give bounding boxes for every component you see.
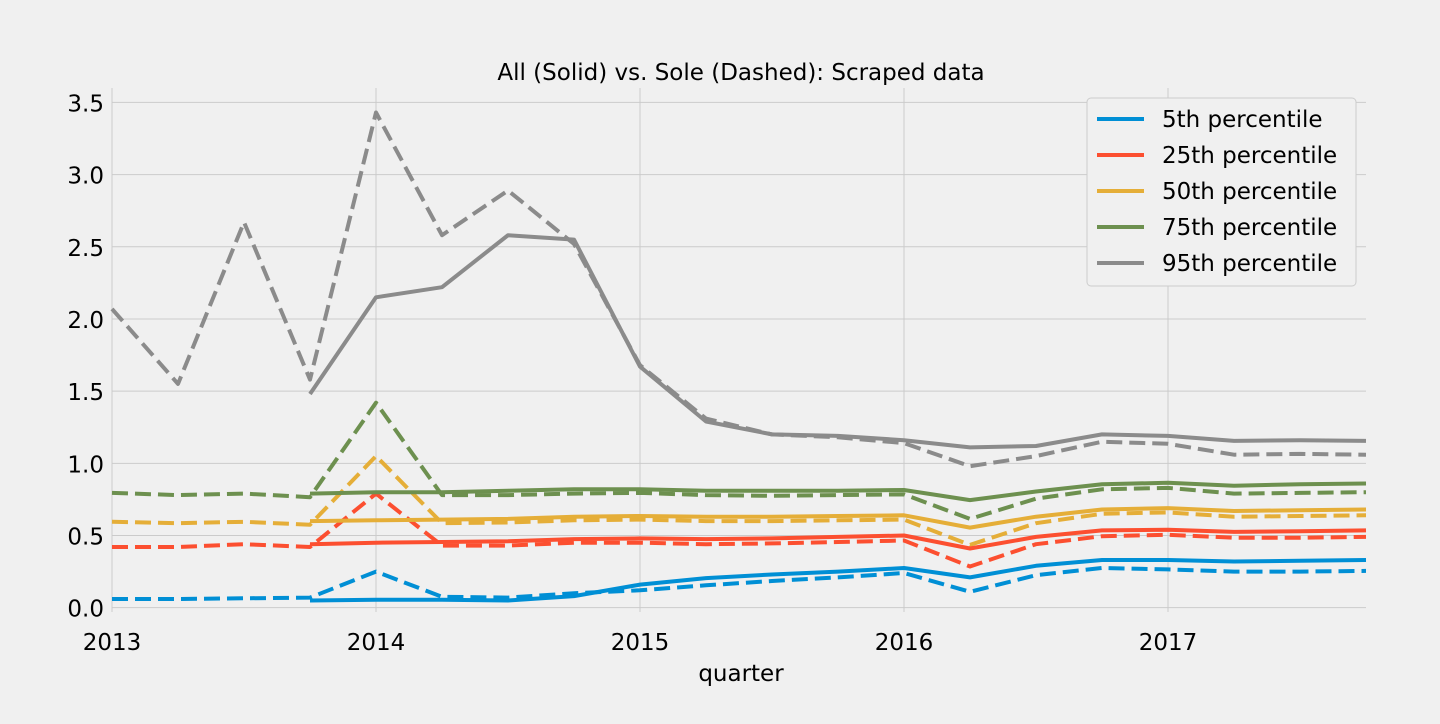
series-line-25th-percentile-sole (112, 491, 1367, 569)
series-line-95th-percentile-sole (110, 110, 1367, 469)
y-tick-label: 3.5 (67, 91, 104, 117)
x-axis-label: quarter (698, 661, 784, 687)
legend: 5th percentile 25th percentile 50th percen… (1086, 97, 1357, 287)
series-line-50th-percentile (309, 506, 1367, 530)
y-tick-label: 0.5 (67, 524, 104, 550)
y-tick-label: 2.5 (67, 236, 104, 262)
x-tick-label: 2013 (83, 630, 142, 656)
y-tick-label: 1.5 (67, 380, 104, 406)
series-line-5th-percentile (309, 558, 1367, 603)
series-line-5th-percentile-sole (112, 566, 1367, 601)
series-line-25th-percentile (309, 527, 1367, 551)
legend-label: 75th percentile (1162, 215, 1337, 241)
series-line-75th-percentile-sole (111, 400, 1367, 521)
axis-ticks: 0.0 0.5 1.0 1.5 2.0 2.5 3.0 3.5 2013 2014 2015 2016… (67, 91, 1197, 656)
grid (111, 88, 1366, 612)
legend-label: 50th percentile (1162, 179, 1337, 205)
series-line-50th-percentile-sole (111, 454, 1367, 547)
x-tick-label: 2015 (611, 630, 670, 656)
y-tick-label: 3.0 (67, 164, 104, 190)
x-tick-label: 2016 (875, 630, 934, 656)
legend-box (1086, 97, 1357, 287)
y-tick-label: 2.0 (67, 308, 104, 334)
chart-title: All (Solid) vs. Sole (Dashed): Scraped d… (497, 60, 984, 86)
series-line-75th-percentile (309, 480, 1367, 503)
x-tick-label: 2017 (1139, 630, 1198, 656)
y-tick-label: 0.0 (67, 597, 104, 623)
series-line-95th-percentile (308, 233, 1367, 450)
series-lines (110, 110, 1367, 603)
y-tick-label: 1.0 (67, 452, 104, 478)
legend-label: 95th percentile (1162, 251, 1337, 277)
legend-label: 25th percentile (1162, 143, 1337, 169)
x-tick-label: 2014 (347, 630, 406, 656)
legend-label: 5th percentile (1162, 107, 1323, 133)
